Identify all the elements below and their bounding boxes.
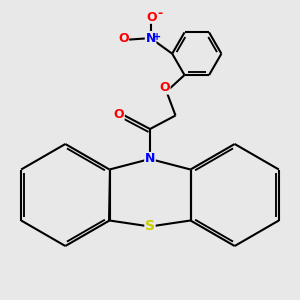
Text: N: N (146, 32, 156, 45)
Text: O: O (118, 32, 129, 45)
Text: -: - (157, 7, 162, 20)
Text: S: S (145, 220, 155, 233)
Text: O: O (160, 81, 170, 94)
Text: O: O (114, 107, 124, 121)
Text: +: + (153, 32, 161, 42)
Text: N: N (145, 152, 155, 166)
Text: O: O (146, 11, 157, 24)
